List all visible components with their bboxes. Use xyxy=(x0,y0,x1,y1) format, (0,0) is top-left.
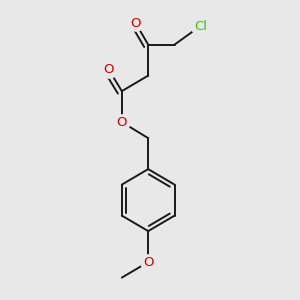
Text: O: O xyxy=(143,256,153,268)
Text: Cl: Cl xyxy=(194,20,207,32)
Text: O: O xyxy=(130,17,141,30)
Text: O: O xyxy=(117,116,127,129)
Text: O: O xyxy=(104,63,114,76)
